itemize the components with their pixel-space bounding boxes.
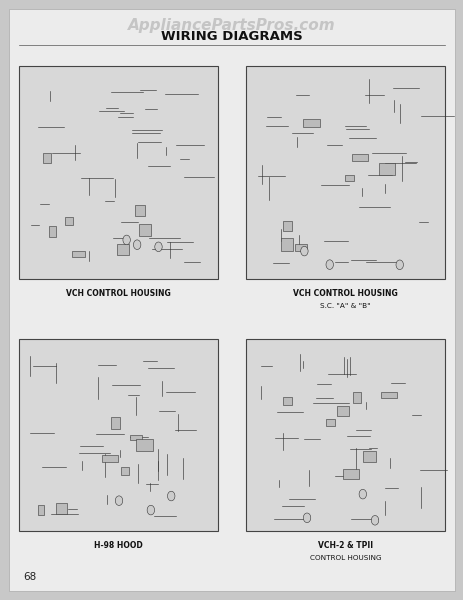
Circle shape [300, 246, 307, 256]
Bar [120, 467, 129, 475]
Bar [129, 435, 142, 440]
Circle shape [155, 242, 162, 251]
Text: VCH CONTROL HOUSING: VCH CONTROL HOUSING [66, 289, 170, 298]
Circle shape [370, 515, 378, 525]
Text: CONTROL HOUSING: CONTROL HOUSING [309, 555, 381, 561]
Bar [362, 451, 375, 463]
Bar [138, 224, 150, 236]
Bar [49, 226, 56, 237]
Bar [351, 154, 367, 161]
Bar [295, 244, 306, 251]
Text: 68: 68 [23, 572, 37, 582]
Bar [135, 205, 144, 216]
Bar [117, 244, 129, 255]
Bar [325, 419, 334, 425]
Text: S.C. "A" & "B": S.C. "A" & "B" [319, 303, 370, 309]
Text: VCH-2 & TPII: VCH-2 & TPII [318, 541, 372, 550]
Bar [102, 455, 118, 462]
Bar [344, 175, 353, 181]
Bar [282, 221, 291, 230]
Bar [282, 397, 292, 406]
Circle shape [303, 513, 310, 523]
Bar [111, 417, 119, 428]
Bar [19, 339, 218, 531]
Bar [378, 163, 394, 175]
Text: AppliancePartsPros.com: AppliancePartsPros.com [128, 19, 335, 34]
Bar [136, 439, 153, 451]
Bar [38, 505, 44, 515]
Bar [245, 339, 444, 531]
Bar [65, 217, 73, 224]
Bar [337, 406, 349, 416]
Bar [72, 251, 84, 257]
Bar [19, 66, 218, 279]
Circle shape [133, 240, 141, 250]
Text: VCH CONTROL HOUSING: VCH CONTROL HOUSING [293, 289, 397, 298]
Bar [352, 392, 360, 403]
Circle shape [325, 260, 333, 269]
Circle shape [147, 505, 154, 515]
Bar [380, 392, 397, 398]
Circle shape [167, 491, 175, 501]
Bar [56, 503, 67, 514]
Text: H-98 HOOD: H-98 HOOD [94, 541, 143, 550]
Bar [43, 153, 51, 163]
Text: WIRING DIAGRAMS: WIRING DIAGRAMS [161, 29, 302, 43]
Circle shape [395, 260, 402, 269]
Bar [343, 469, 358, 479]
Circle shape [123, 235, 130, 245]
Circle shape [358, 490, 366, 499]
Circle shape [115, 496, 123, 505]
Bar [281, 238, 293, 251]
Bar [245, 66, 444, 279]
Bar [302, 119, 319, 127]
